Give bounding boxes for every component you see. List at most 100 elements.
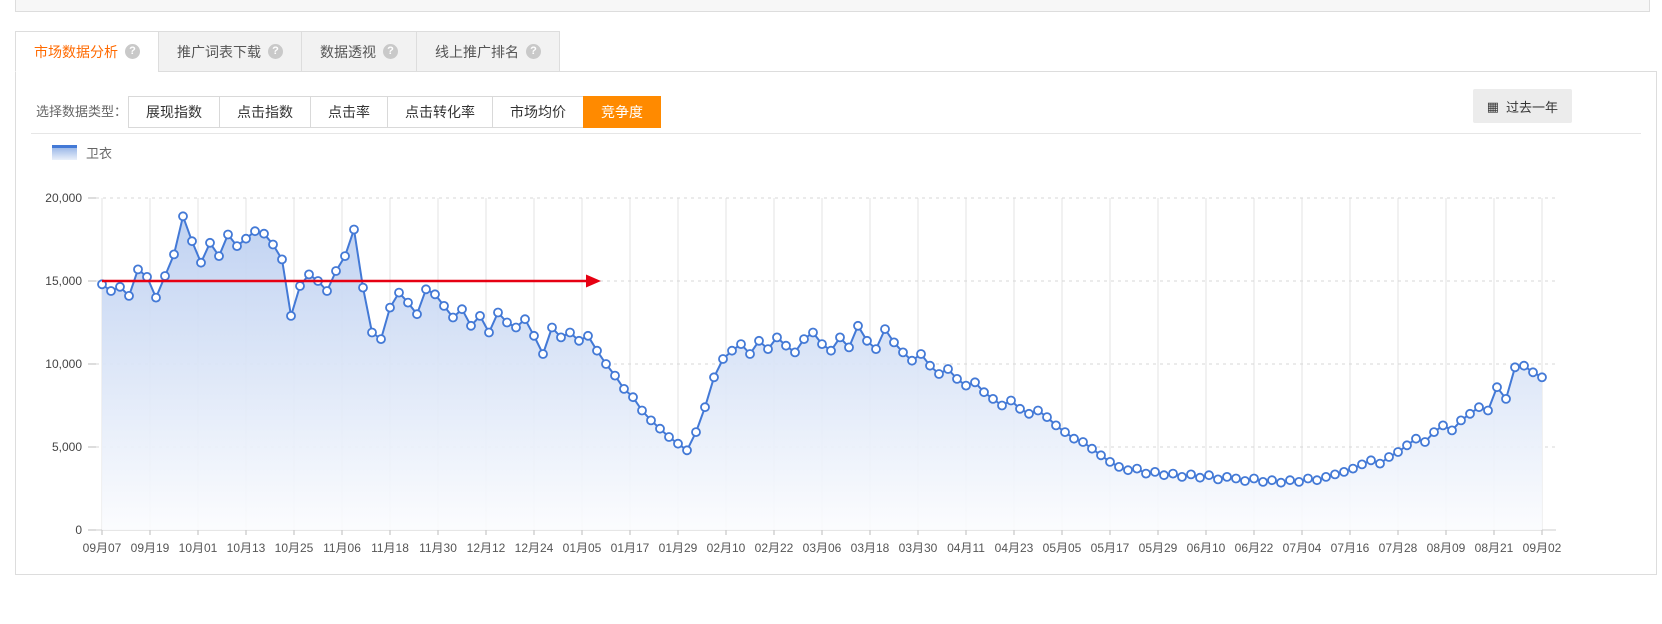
data-point-marker bbox=[1114, 461, 1124, 472]
data-point-marker bbox=[655, 423, 665, 434]
x-tick-label: 01月29 bbox=[659, 541, 698, 555]
tab-market-data-analysis[interactable]: 市场数据分析? bbox=[15, 31, 159, 72]
tab-label: 市场数据分析 bbox=[34, 43, 118, 60]
data-point-marker bbox=[871, 344, 881, 355]
help-icon[interactable]: ? bbox=[268, 44, 283, 59]
data-point-marker bbox=[835, 332, 845, 343]
x-tick-label: 09月19 bbox=[131, 541, 170, 555]
y-tick-label: 0 bbox=[75, 523, 82, 537]
annotation-arrow-head bbox=[586, 274, 601, 288]
chart-legend[interactable]: 卫衣 bbox=[52, 143, 112, 162]
data-point-marker bbox=[637, 405, 647, 416]
data-point-marker bbox=[223, 229, 233, 240]
tab-data-perspective[interactable]: 数据透视? bbox=[301, 31, 417, 72]
data-point-marker bbox=[1321, 471, 1331, 482]
tab-bar: 市场数据分析? 推广词表下载? 数据透视? 线上推广排名? bbox=[15, 31, 560, 72]
x-tick-label: 06月10 bbox=[1187, 541, 1226, 555]
data-point-marker bbox=[1456, 415, 1466, 426]
data-point-marker bbox=[1411, 433, 1421, 444]
type-button-click-rate[interactable]: 点击率 bbox=[310, 96, 388, 128]
data-point-marker bbox=[331, 266, 341, 276]
data-point-marker bbox=[1393, 447, 1403, 457]
data-point-marker bbox=[1177, 471, 1187, 482]
x-tick-label: 04月23 bbox=[995, 541, 1034, 555]
data-point-marker bbox=[1429, 427, 1439, 438]
x-tick-label: 11月18 bbox=[371, 541, 409, 555]
x-tick-label: 11月06 bbox=[323, 541, 361, 555]
data-point-marker bbox=[241, 233, 251, 244]
data-point-marker bbox=[277, 254, 287, 265]
data-point-marker bbox=[898, 347, 908, 358]
data-point-marker bbox=[1051, 420, 1061, 431]
x-tick-label: 06月22 bbox=[1235, 541, 1274, 555]
data-point-marker bbox=[421, 284, 431, 295]
data-point-marker bbox=[925, 360, 935, 371]
data-point-marker bbox=[358, 282, 368, 293]
data-point-marker bbox=[538, 349, 548, 359]
x-tick-label: 02月10 bbox=[707, 541, 746, 555]
help-icon[interactable]: ? bbox=[383, 44, 398, 59]
data-point-marker bbox=[412, 309, 422, 320]
x-tick-label: 10月25 bbox=[275, 541, 314, 555]
x-tick-label: 10月13 bbox=[227, 541, 266, 555]
data-point-marker bbox=[1204, 470, 1214, 481]
data-type-label: 选择数据类型： bbox=[36, 104, 128, 119]
data-point-marker bbox=[178, 211, 188, 222]
data-point-marker bbox=[520, 314, 530, 325]
data-point-marker bbox=[763, 344, 773, 355]
help-icon[interactable]: ? bbox=[125, 44, 140, 59]
data-point-marker bbox=[1420, 437, 1430, 447]
x-tick-label: 05月29 bbox=[1139, 541, 1178, 555]
data-point-marker bbox=[1528, 367, 1538, 378]
data-point-marker bbox=[439, 300, 449, 311]
data-point-marker bbox=[142, 272, 152, 282]
tab-online-promo-ranking[interactable]: 线上推广排名? bbox=[416, 31, 560, 72]
data-point-marker bbox=[691, 427, 701, 438]
data-point-marker bbox=[1330, 469, 1340, 480]
trend-chart: 09月07 09月19 10月01 10月13 10月25 11月06 11月18 11月30… bbox=[16, 162, 1656, 574]
data-point-marker bbox=[187, 236, 197, 247]
type-button-competition[interactable]: 竞争度 bbox=[583, 96, 661, 128]
data-point-marker bbox=[754, 335, 764, 346]
y-tick-label: 20,000 bbox=[45, 191, 82, 205]
data-point-marker bbox=[1078, 437, 1088, 447]
x-tick-label: 03月06 bbox=[803, 541, 842, 555]
date-range-button[interactable]: ▦ 过去一年 bbox=[1472, 89, 1572, 123]
y-tick-label: 5,000 bbox=[52, 440, 82, 454]
data-point-marker bbox=[1042, 412, 1052, 423]
data-point-marker bbox=[610, 370, 620, 381]
data-point-marker bbox=[1060, 427, 1070, 438]
data-point-marker bbox=[664, 432, 674, 442]
data-point-marker bbox=[745, 349, 755, 359]
data-point-marker bbox=[601, 359, 611, 369]
type-button-click-conversion-rate[interactable]: 点击转化率 bbox=[387, 96, 493, 128]
data-point-marker bbox=[772, 332, 782, 343]
data-point-marker bbox=[844, 342, 854, 353]
data-point-marker bbox=[1096, 450, 1106, 461]
data-point-marker bbox=[394, 287, 404, 298]
data-point-marker bbox=[268, 239, 278, 250]
tab-promo-wordlist-download[interactable]: 推广词表下载? bbox=[158, 31, 302, 72]
x-tick-label: 01月05 bbox=[563, 541, 602, 555]
type-button-impression-index[interactable]: 展现指数 bbox=[128, 96, 220, 128]
data-point-marker bbox=[565, 327, 575, 338]
x-tick-label: 07月16 bbox=[1331, 541, 1370, 555]
data-point-marker bbox=[889, 337, 899, 348]
data-point-marker bbox=[493, 307, 503, 318]
x-tick-label: 08月09 bbox=[1427, 541, 1466, 555]
x-tick-label: 03月18 bbox=[851, 541, 890, 555]
data-point-marker bbox=[628, 392, 638, 403]
data-point-marker bbox=[484, 327, 494, 338]
data-point-marker bbox=[961, 380, 971, 391]
data-point-marker bbox=[466, 320, 476, 331]
type-button-market-avg-price[interactable]: 市场均价 bbox=[492, 96, 584, 128]
x-tick-label: 03月30 bbox=[899, 541, 938, 555]
data-point-marker bbox=[169, 249, 179, 260]
data-point-marker bbox=[583, 330, 593, 341]
data-point-marker bbox=[790, 347, 800, 358]
type-button-click-index[interactable]: 点击指数 bbox=[219, 96, 311, 128]
data-point-marker bbox=[1069, 433, 1079, 444]
legend-swatch bbox=[52, 145, 77, 160]
data-point-marker bbox=[1348, 463, 1358, 474]
help-icon[interactable]: ? bbox=[526, 44, 541, 59]
